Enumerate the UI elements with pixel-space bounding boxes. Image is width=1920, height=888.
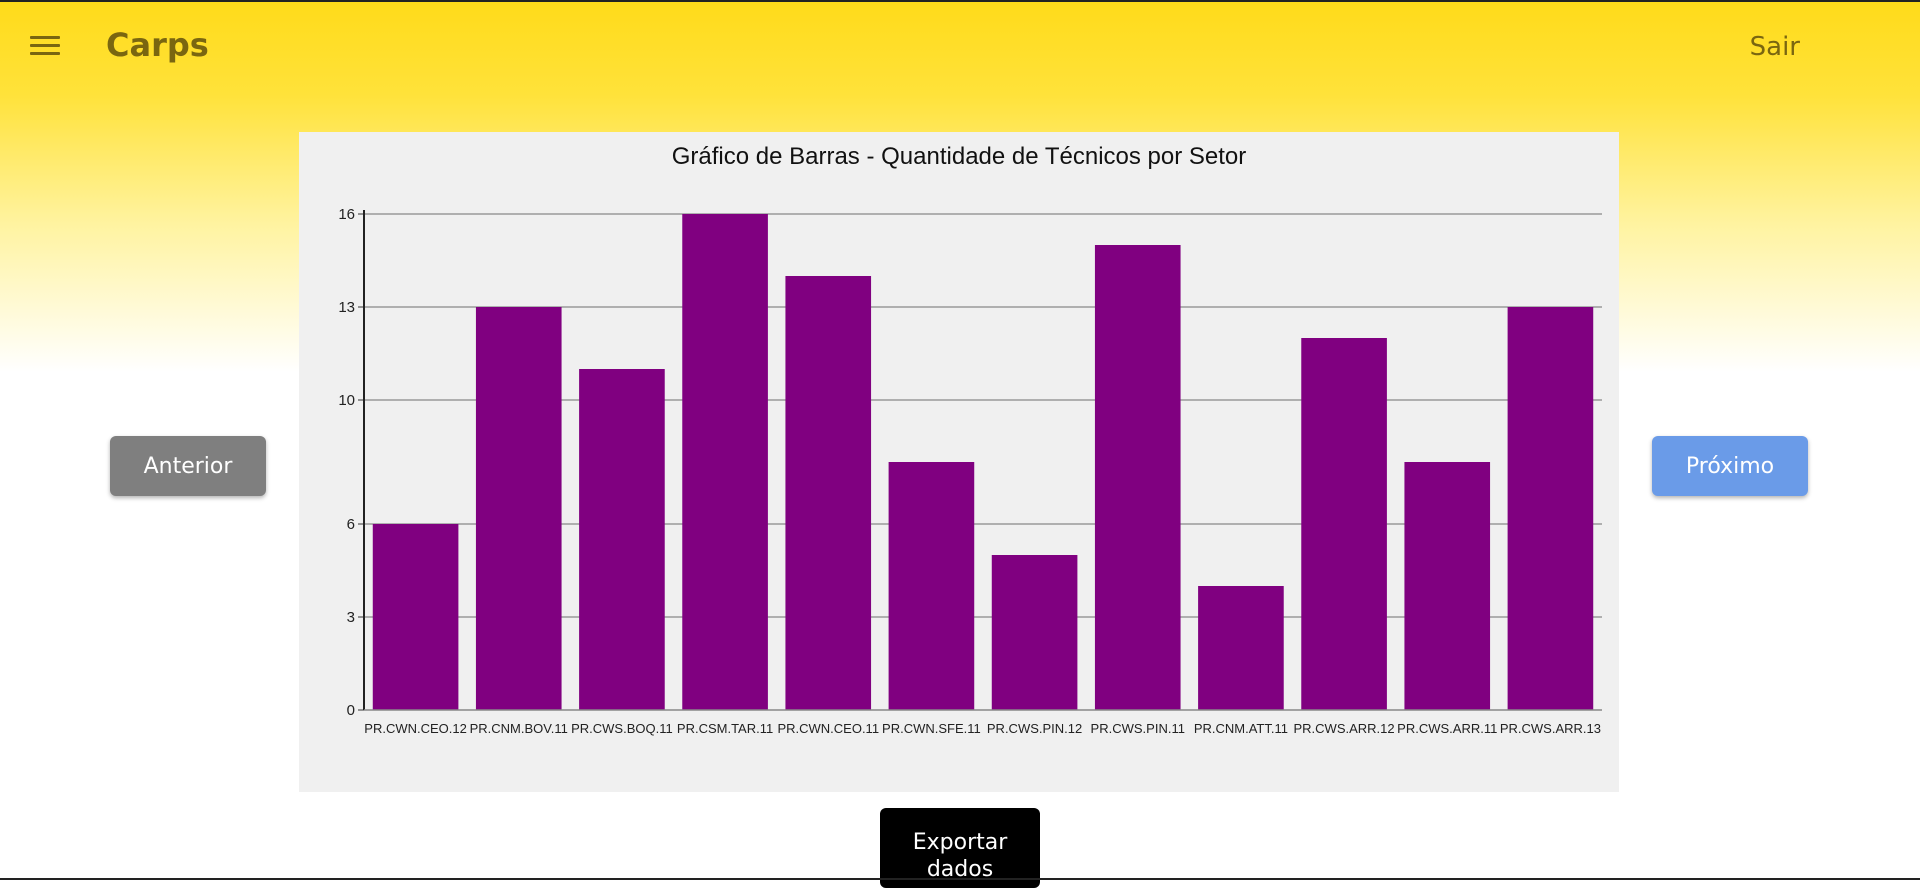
export-label-line2: dados (926, 856, 994, 882)
bar-pr-cnm-att-11 (1198, 586, 1284, 710)
bar-pr-cws-boq-11 (579, 369, 665, 710)
x-tick-label: PR.CWS.BOQ.11 (571, 721, 673, 736)
bar-pr-cws-pin-11 (1094, 245, 1181, 710)
x-tick-label: PR.CNM.BOV.11 (470, 721, 568, 736)
hamburger-menu-icon[interactable] (28, 32, 62, 60)
bottom-border (0, 878, 1920, 880)
x-tick-label: PR.CNM.ATT.11 (1194, 721, 1288, 736)
export-data-button[interactable]: Exportar dados (880, 808, 1040, 888)
y-tick-label: 10 (338, 392, 355, 409)
y-tick-label: 16 (338, 206, 355, 223)
bar-pr-cws-arr-12 (1301, 338, 1387, 710)
bar-pr-cwn-ceo-11 (785, 276, 872, 710)
x-tick-label: PR.CWS.ARR.11 (1397, 721, 1497, 736)
x-tick-label: PR.CWS.ARR.12 (1294, 721, 1395, 736)
y-tick-label: 3 (347, 609, 355, 626)
app-title: Carps (106, 26, 209, 64)
bar-pr-cnm-bov-11 (475, 307, 562, 710)
x-tick-label: PR.CWN.CEO.12 (364, 721, 467, 736)
y-tick-label: 6 (347, 516, 355, 533)
x-tick-label: PR.CWN.SFE.11 (882, 721, 981, 736)
bar-pr-cws-arr-11 (1404, 462, 1491, 710)
export-label-line1: Exportar (912, 829, 1008, 855)
previous-button[interactable]: Anterior (110, 436, 266, 496)
chart-panel: Gráfico de Barras - Quantidade de Técnic… (299, 132, 1619, 792)
x-tick-label: PR.CWS.PIN.12 (987, 721, 1082, 736)
x-tick-label: PR.CWS.PIN.11 (1091, 721, 1185, 736)
logout-link[interactable]: Sair (1749, 32, 1800, 62)
bar-pr-cwn-sfe-11 (888, 462, 975, 710)
next-button[interactable]: Próximo (1652, 436, 1808, 496)
bar-pr-cws-arr-13 (1507, 307, 1594, 710)
y-tick-label: 0 (347, 702, 355, 719)
x-tick-label: PR.CWS.ARR.13 (1500, 721, 1601, 736)
top-border (0, 0, 1920, 2)
bar-pr-cws-pin-12 (991, 555, 1078, 710)
bar-pr-csm-tar-11 (682, 214, 768, 710)
bar-pr-cwn-ceo-12 (372, 524, 459, 710)
chart-title: Gráfico de Barras - Quantidade de Técnic… (672, 143, 1247, 170)
bar-chart: Gráfico de Barras - Quantidade de Técnic… (338, 143, 1602, 736)
y-tick-label: 13 (338, 299, 355, 316)
x-tick-label: PR.CWN.CEO.11 (777, 721, 879, 736)
x-tick-label: PR.CSM.TAR.11 (677, 721, 773, 736)
